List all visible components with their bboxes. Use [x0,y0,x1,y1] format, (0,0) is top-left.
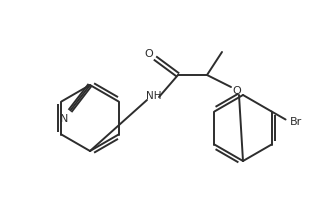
Text: O: O [145,49,153,59]
Text: N: N [60,114,68,124]
Text: NH: NH [146,91,162,101]
Text: Br: Br [289,116,302,127]
Text: O: O [233,86,241,96]
